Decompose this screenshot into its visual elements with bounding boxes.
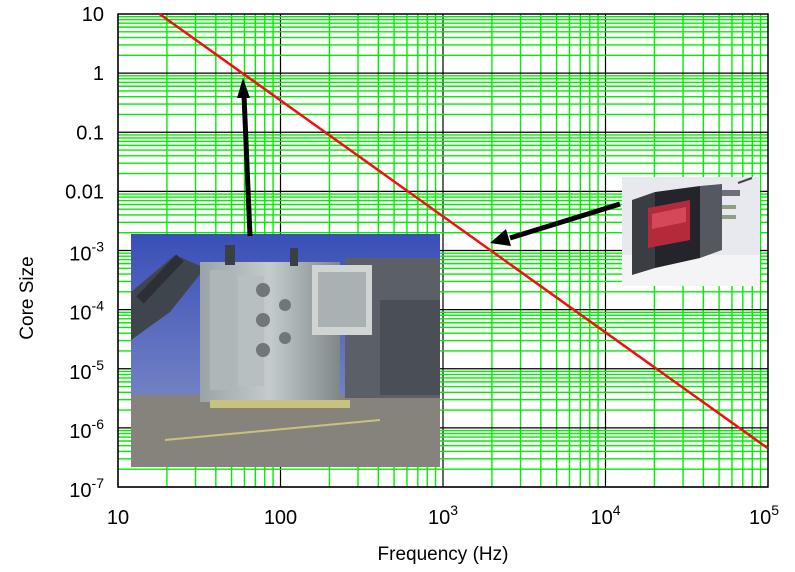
y-tick-label: 10-3 (69, 239, 104, 266)
x-tick-label: 100 (264, 507, 297, 529)
y-axis-title: Core Size (17, 256, 38, 339)
x-tick-label: 105 (749, 502, 779, 529)
y-tick-labels: 10 1 0.1 0.01 10-3 10-4 10-5 10-6 10-7 (65, 4, 104, 502)
y-tick-label: 0.01 (65, 181, 104, 203)
y-tick-label: 10-6 (69, 416, 104, 443)
y-tick-label: 10-4 (69, 298, 104, 325)
x-tick-label: 10 (107, 507, 129, 529)
x-tick-labels: 10 100 103 104 105 (107, 502, 779, 529)
series-line (158, 12, 769, 450)
y-tick-label: 10-7 (69, 475, 104, 502)
x-tick-label: 104 (590, 502, 620, 529)
x-axis-title: Frequency (Hz) (378, 544, 509, 565)
y-tick-label: 10 (82, 4, 104, 26)
photo-small-core (622, 177, 760, 286)
y-tick-label: 10-5 (69, 357, 104, 384)
y-tick-label: 0.1 (76, 122, 104, 144)
x-tick-label: 103 (428, 502, 458, 529)
photo-power-transformer (131, 234, 440, 467)
plot-border (117, 13, 769, 488)
annotation-arrows (237, 78, 621, 246)
y-tick-label: 1 (93, 63, 104, 85)
